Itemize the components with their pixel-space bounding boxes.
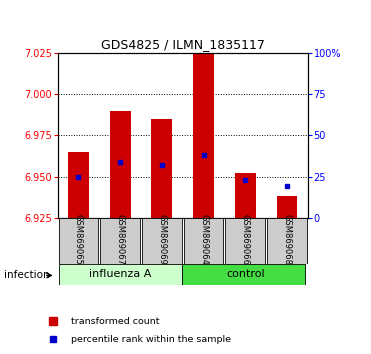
Text: percentile rank within the sample: percentile rank within the sample xyxy=(71,335,231,344)
Bar xyxy=(235,173,256,218)
Text: influenza A: influenza A xyxy=(89,269,151,279)
Text: GSM869064: GSM869064 xyxy=(199,215,208,265)
Bar xyxy=(182,264,305,285)
Text: GSM869067: GSM869067 xyxy=(116,214,125,265)
Title: GDS4825 / ILMN_1835117: GDS4825 / ILMN_1835117 xyxy=(101,38,265,51)
Bar xyxy=(68,152,89,218)
Bar xyxy=(59,264,182,285)
Bar xyxy=(100,218,140,264)
Bar xyxy=(151,119,172,218)
Text: control: control xyxy=(226,269,265,279)
Bar xyxy=(193,53,214,218)
Text: infection: infection xyxy=(4,270,49,280)
Bar xyxy=(184,218,223,264)
Bar xyxy=(226,218,265,264)
Text: GSM869069: GSM869069 xyxy=(157,215,166,265)
Bar xyxy=(277,196,298,218)
Text: GSM869065: GSM869065 xyxy=(74,215,83,265)
Bar xyxy=(142,218,182,264)
Text: GSM869068: GSM869068 xyxy=(283,214,292,265)
Bar xyxy=(110,111,131,218)
Bar xyxy=(59,218,98,264)
Text: transformed count: transformed count xyxy=(71,317,160,326)
Bar xyxy=(267,218,307,264)
Text: GSM869066: GSM869066 xyxy=(241,214,250,265)
